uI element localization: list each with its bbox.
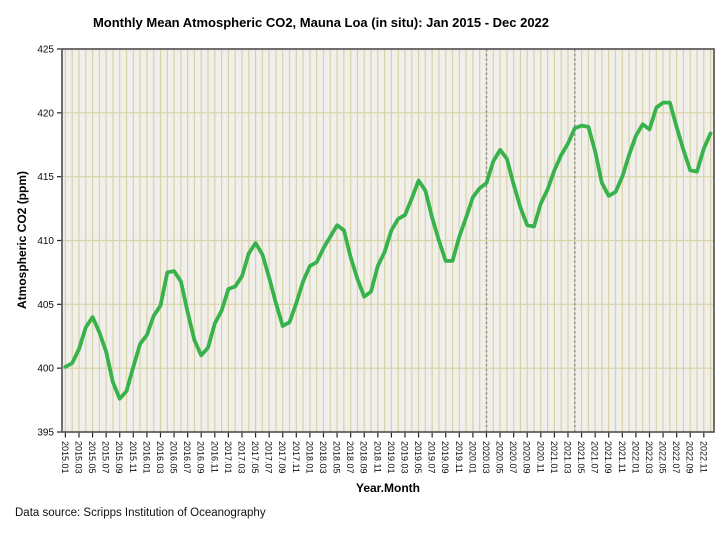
x-tick-label: 2019.09: [440, 441, 450, 474]
plot-frame: [61, 48, 715, 433]
y-tick-label: 415: [37, 172, 54, 183]
x-tick-label: 2017.05: [250, 441, 260, 474]
x-tick-label: 2021.05: [576, 441, 586, 474]
x-axis-title: Year.Month: [355, 481, 420, 495]
x-tick-label: 2020.09: [522, 441, 532, 474]
x-tick-label: 2015.11: [128, 441, 138, 473]
x-tick-label: 2018.01: [304, 441, 314, 474]
x-tick-label: 2020.01: [467, 441, 477, 474]
x-tick-label: 2016.01: [141, 441, 151, 474]
x-tick-label: 2016.05: [169, 441, 179, 474]
x-tick-label: 2016.11: [209, 441, 219, 473]
x-tick-label: 2019.03: [399, 441, 409, 474]
y-tick-label: 395: [37, 428, 54, 439]
x-tick-label: 2019.07: [427, 441, 437, 474]
data-source-note: Data source: Scripps Institution of Ocea…: [15, 507, 266, 519]
x-tick-label: 2020.03: [481, 441, 491, 474]
y-tick-label: 405: [37, 300, 54, 311]
x-tick-label: 2019.01: [386, 441, 396, 474]
x-tick-label: 2022.07: [671, 441, 681, 474]
x-tick-label: 2017.03: [236, 441, 246, 474]
y-axis-title: Atmospheric CO2 (ppm): [15, 171, 29, 309]
x-tick-label: 2018.05: [332, 441, 342, 474]
x-tick-label: 2022.03: [644, 441, 654, 474]
y-tick-label: 425: [37, 45, 54, 56]
y-tick-label: 420: [37, 108, 54, 119]
co2-series-line: [63, 100, 713, 401]
x-tick-label: 2021.01: [549, 441, 559, 474]
x-tick-label: 2016.07: [182, 441, 192, 474]
x-tick-label: 2015.01: [60, 441, 70, 474]
y-tick-label: 410: [37, 236, 54, 247]
x-tick-label: 2022.11: [698, 441, 708, 473]
chart-title: Monthly Mean Atmospheric CO2, Mauna Loa …: [92, 15, 550, 30]
x-tick-label: 2017.07: [264, 441, 274, 474]
x-tick-label: 2021.03: [562, 441, 572, 474]
x-tick-label: 2016.03: [155, 441, 165, 474]
x-tick-label: 2017.09: [277, 441, 287, 474]
x-tick-label: 2015.03: [73, 441, 83, 474]
x-tick-label: 2018.03: [318, 441, 328, 474]
x-tick-label: 2015.05: [87, 441, 97, 474]
x-tick-label: 2018.07: [345, 441, 355, 474]
x-tick-label: 2017.01: [223, 441, 233, 474]
x-tick-label: 2015.09: [114, 441, 124, 474]
x-tick-label: 2019.05: [413, 441, 423, 474]
x-tick-label: 2021.11: [617, 441, 627, 473]
x-tick-label: 2020.11: [535, 441, 545, 473]
x-tick-label: 2019.11: [454, 441, 464, 473]
x-tick-label: 2021.07: [590, 441, 600, 474]
x-tick-label: 2017.11: [291, 441, 301, 473]
x-tick-label: 2020.05: [495, 441, 505, 474]
x-tick-label: 2022.05: [658, 441, 668, 474]
x-tick-label: 2018.11: [372, 441, 382, 473]
x-tick-label: 2016.09: [196, 441, 206, 474]
x-tick-label: 2018.09: [359, 441, 369, 474]
x-tick-label: 2020.07: [508, 441, 518, 474]
x-tick-label: 2022.01: [630, 441, 640, 474]
x-tick-label: 2021.09: [603, 441, 613, 474]
y-tick-label: 400: [37, 364, 54, 375]
x-tick-label: 2015.07: [101, 441, 111, 474]
x-tick-label: 2022.09: [685, 441, 695, 474]
